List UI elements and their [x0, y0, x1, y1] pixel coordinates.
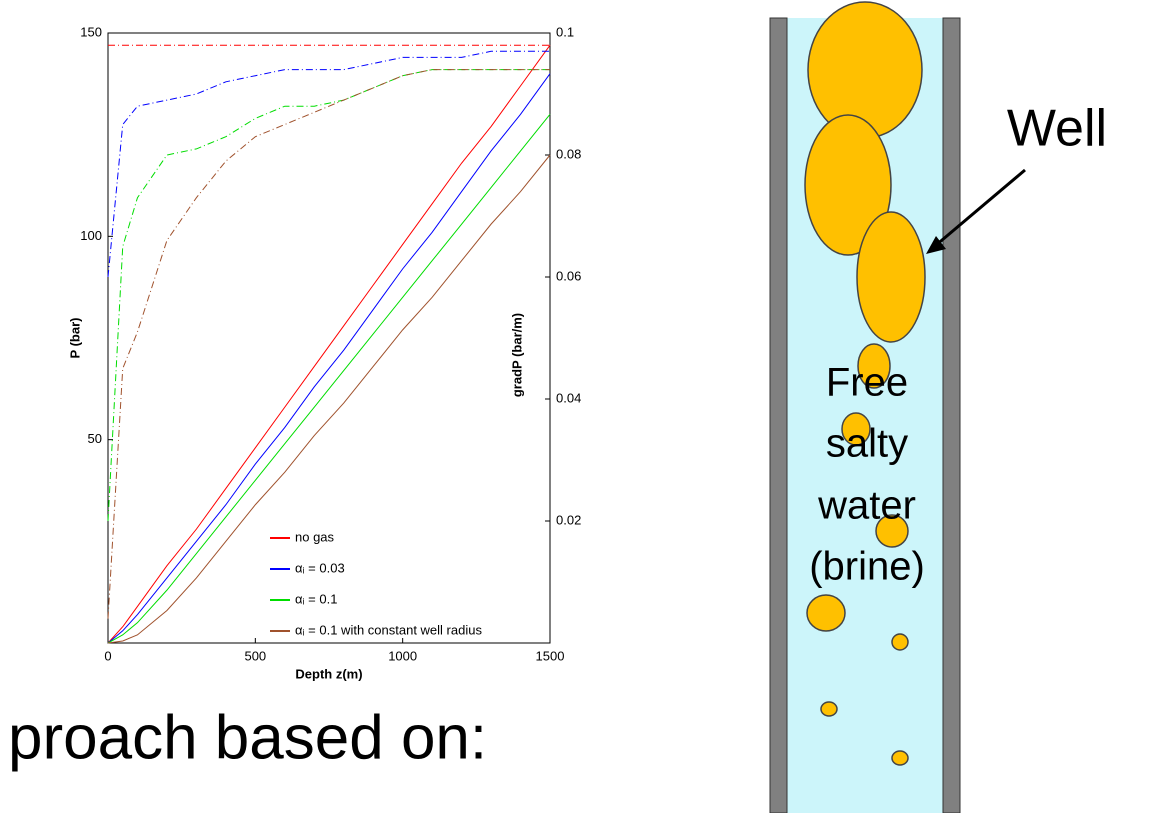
well-label: Well	[1007, 100, 1107, 158]
x-tick-label: 0	[104, 648, 111, 663]
x-axis-label: Depth z(m)	[295, 666, 362, 681]
y2-tick-label: 0.04	[556, 390, 581, 405]
arrow-head	[926, 236, 946, 254]
series-line	[107, 50, 550, 278]
series-line	[107, 44, 551, 644]
legend-label: αᵢ = 0.1 with constant well radius	[295, 622, 482, 637]
y-tick-label: 150	[80, 24, 102, 39]
series-line	[107, 69, 550, 619]
legend-label: no gas	[295, 529, 335, 544]
bubble	[841, 412, 871, 446]
bubble	[875, 514, 909, 548]
series-line	[107, 114, 551, 644]
bubble	[804, 114, 892, 256]
bubble	[857, 343, 891, 389]
caption: (brine)	[809, 545, 925, 589]
y2-axis-label: gradP (bar/m)	[509, 313, 524, 397]
well-wall	[942, 17, 961, 813]
chart: 0 500 1000 1500 50 100 150 0.02 0.04 0.06 0.08 0.1 D…	[67, 24, 581, 681]
caption: water	[817, 484, 916, 528]
bubble	[807, 1, 923, 139]
series-line	[107, 69, 550, 522]
caption: salty	[826, 422, 908, 466]
bubble	[806, 594, 846, 632]
plot-area	[107, 32, 551, 644]
x-tick-label: 500	[244, 648, 266, 663]
y-tick-label: 100	[80, 228, 102, 243]
arrow	[934, 168, 1026, 248]
well-diagram: Free salty water (brine) Well	[769, 1, 1107, 813]
x-tick-label: 1500	[536, 648, 565, 663]
y2-tick-label: 0.06	[556, 268, 581, 283]
legend-label: αᵢ = 0.03	[295, 560, 345, 575]
bubble	[891, 633, 909, 651]
bubble	[856, 211, 926, 343]
y-tick-label: 50	[88, 431, 102, 446]
series-line	[107, 73, 551, 644]
y2-tick-label: 0.1	[556, 24, 574, 39]
well-wall	[769, 17, 788, 813]
bubble	[891, 750, 909, 766]
caption: Free	[826, 361, 908, 405]
bubble	[820, 701, 838, 717]
y2-tick-label: 0.08	[556, 146, 581, 161]
y2-tick-label: 0.02	[556, 512, 581, 527]
x-tick-label: 1000	[388, 648, 417, 663]
legend-label: αᵢ = 0.1	[295, 591, 337, 606]
y-axis-label: P (bar)	[67, 318, 82, 359]
series-line	[107, 154, 551, 644]
slide-text: proach based on:	[8, 703, 487, 772]
